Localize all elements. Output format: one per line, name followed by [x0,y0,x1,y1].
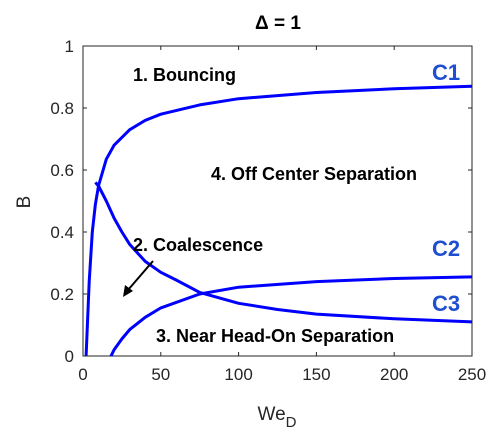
coalescence-arrow [123,260,154,297]
y-axis-label: B [14,196,35,209]
plot-area [82,45,473,357]
curves-group [84,84,473,357]
x-axis-label-subscript: D [286,414,297,431]
x-ticks: 0 50 100 150 200 250 [78,46,486,384]
y-tick-label: 1 [65,37,74,56]
region-label-near-head-on: 3. Near Head-On Separation [156,326,394,346]
arrow-head [123,285,133,297]
series-line-c1 [84,84,473,357]
x-tick-label: 150 [302,365,330,384]
series-line-c3 [109,275,473,357]
curve-label-c3: C3 [432,291,460,316]
x-tick-label: 0 [78,365,87,384]
y-tick-label: 0.6 [50,161,74,180]
curve-label-c1: C1 [432,60,460,85]
series-line-c2 [94,181,473,324]
y-tick-label: 0.4 [50,223,74,242]
x-tick-label: 50 [151,365,170,384]
y-tick-label: 0.8 [50,99,74,118]
y-ticks: 0 0.2 0.4 0.6 0.8 1 [50,37,472,366]
axes-box [82,45,473,357]
y-tick-label: 0 [65,347,74,366]
region-label-bouncing: 1. Bouncing [133,65,236,85]
y-tick-label: 0.2 [50,285,74,304]
arrow-shaft [127,260,154,291]
x-tick-label: 250 [458,365,486,384]
chart-title: Δ = 1 [255,13,301,34]
curve-label-c2: C2 [432,236,460,261]
region-label-off-center: 4. Off Center Separation [211,164,417,184]
region-label-coalescence: 2. Coalescence [133,235,263,255]
x-tick-label: 200 [380,365,408,384]
x-axis-label-main: We [257,404,285,425]
x-axis-label: WeD [257,404,296,431]
x-tick-label: 100 [224,365,252,384]
